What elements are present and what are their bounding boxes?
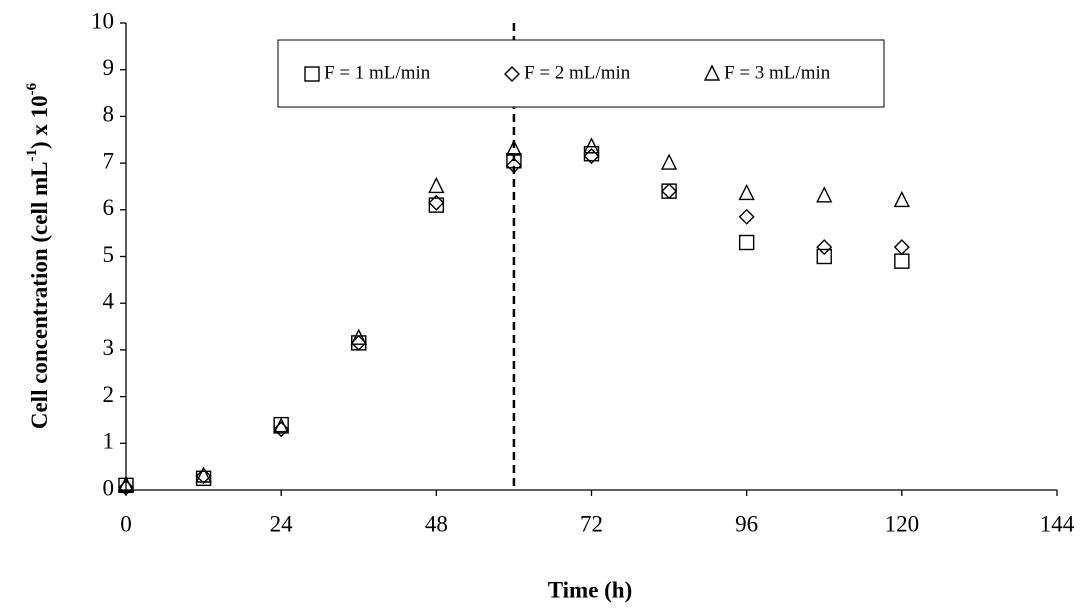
marker-square	[738, 234, 755, 251]
marker-diamond	[350, 334, 367, 351]
marker-triangle	[583, 137, 600, 154]
legend-label: F = 3 mL/min	[724, 62, 831, 83]
marker-square	[351, 335, 367, 351]
x-tick-label: 0	[120, 511, 132, 536]
marker-square	[304, 66, 320, 82]
x-tick-label: 120	[885, 511, 920, 536]
marker-square	[428, 197, 445, 213]
legend-box	[277, 39, 885, 108]
x-tick-label: 144	[1040, 511, 1075, 536]
marker-triangle	[117, 475, 135, 493]
marker-diamond	[583, 148, 600, 165]
marker-triangle	[350, 328, 367, 345]
marker-diamond	[893, 239, 910, 256]
marker-triangle	[893, 190, 910, 208]
marker-square	[816, 248, 832, 265]
y-tick-label: 10	[91, 8, 114, 33]
marker-triangle	[428, 176, 445, 194]
marker-diamond	[428, 194, 445, 211]
y-axis-title: Cell concentration (cell mL-1) x 10-6	[24, 82, 52, 429]
marker-diamond	[816, 239, 833, 256]
legend-label: F = 2 mL/min	[524, 62, 631, 83]
marker-square	[661, 183, 677, 199]
marker-triangle	[505, 139, 523, 156]
x-tick-label: 48	[425, 511, 448, 536]
y-tick-label: 3	[103, 335, 115, 360]
y-tick-label: 9	[103, 55, 115, 80]
y-tick-label: 4	[103, 288, 115, 313]
y-axis-title-sup: -1	[24, 149, 40, 162]
x-tick-label: 24	[270, 511, 294, 536]
y-axis-title-part: ) x 10	[27, 95, 52, 149]
y-tick-label: 0	[103, 475, 115, 500]
marker-triangle	[273, 417, 290, 434]
y-tick-label: 1	[103, 429, 115, 454]
marker-triangle	[816, 186, 833, 203]
marker-diamond	[738, 208, 755, 225]
x-tick-label: 72	[580, 511, 603, 536]
marker-square	[195, 470, 212, 487]
marker-triangle	[660, 153, 678, 170]
y-tick-label: 5	[103, 242, 115, 267]
marker-triangle	[195, 466, 212, 483]
marker-diamond	[195, 468, 212, 484]
marker-triangle	[738, 183, 755, 201]
marker-square	[506, 153, 522, 169]
y-tick-label: 2	[103, 382, 115, 407]
marker-square	[894, 253, 910, 269]
x-tick-label: 96	[735, 511, 758, 536]
marker-diamond	[661, 183, 678, 200]
marker-triangle	[703, 64, 721, 81]
y-tick-label: 8	[103, 102, 115, 127]
marker-diamond	[505, 157, 522, 174]
y-axis-title-part: Cell concentration (cell mL	[27, 162, 52, 430]
marker-square	[583, 146, 600, 162]
y-axis-title-sup: -6	[24, 82, 40, 95]
y-tick-label: 7	[103, 148, 115, 173]
legend-label: F = 1 mL/min	[324, 62, 431, 83]
y-tick-label: 6	[103, 195, 115, 220]
x-axis-title: Time (h)	[548, 577, 633, 602]
marker-diamond	[504, 66, 520, 82]
